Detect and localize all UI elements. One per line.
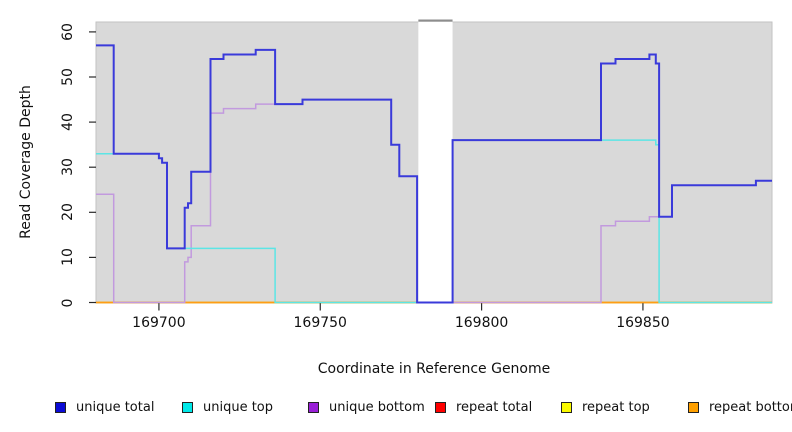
legend-label: unique bottom [329, 399, 425, 415]
y-tick-label: 40 [60, 113, 76, 132]
y-tick-label: 20 [60, 203, 76, 222]
legend-item-unique-total: unique total [55, 398, 154, 416]
x-axis-label: Coordinate in Reference Genome [317, 361, 551, 377]
x-tick-label: 169850 [616, 315, 670, 331]
legend-swatch-icon [688, 401, 699, 413]
y-axis-label: Read Coverage Depth [18, 85, 34, 239]
legend-label: unique top [203, 399, 274, 415]
y-tick-label: 10 [60, 248, 76, 267]
legend: unique total unique top unique bottom repea… [0, 398, 792, 418]
legend-swatch-icon [435, 401, 446, 413]
legend-swatch-icon [55, 401, 66, 413]
legend-swatch-icon [561, 401, 572, 413]
series-line-unique-total [96, 44, 772, 304]
legend-item-repeat-top: repeat top [561, 398, 650, 416]
legend-swatch-icon [308, 401, 319, 413]
legend-label: repeat total [456, 399, 533, 415]
x-tick-label: 169750 [293, 315, 347, 331]
legend-swatch-icon [182, 401, 193, 413]
y-tick-label: 30 [60, 158, 76, 177]
y-tick-label: 0 [60, 298, 76, 307]
x-tick-label: 169800 [454, 315, 509, 331]
legend-item-unique-top: unique top [182, 398, 273, 416]
legend-label: repeat bottom [709, 399, 792, 415]
y-tick-label: 50 [60, 68, 76, 86]
legend-label: unique total [76, 399, 155, 415]
legend-item-repeat-total: repeat total [435, 398, 532, 416]
legend-item-repeat-bottom: repeat bottom [688, 398, 792, 416]
y-tick-label: 60 [60, 22, 76, 41]
no-data-gap [418, 21, 453, 303]
legend-label: repeat top [582, 399, 650, 415]
x-tick-label: 169700 [132, 315, 186, 331]
legend-item-unique-bottom: unique bottom [308, 398, 425, 416]
gap-top-bar [418, 19, 453, 22]
